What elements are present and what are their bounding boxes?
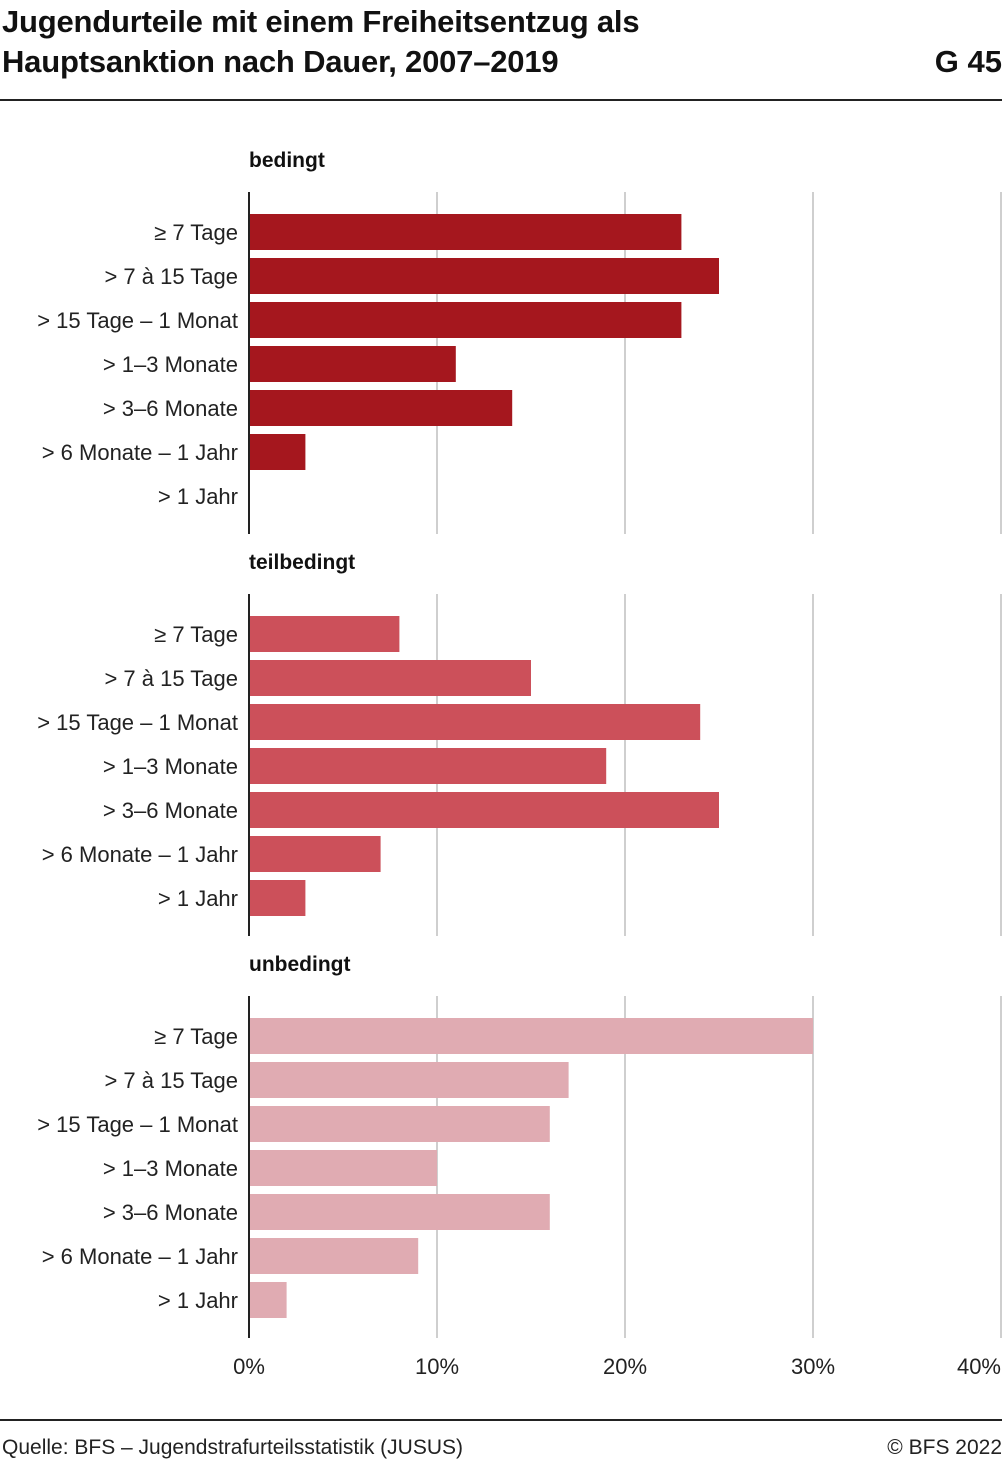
bar-1-5 bbox=[249, 836, 381, 872]
copyright-note: © BFS 2022 bbox=[887, 1436, 1002, 1459]
bar-0-0 bbox=[249, 214, 682, 250]
chart-title-line2: Hauptsanktion nach Dauer, 2007–2019 bbox=[2, 44, 559, 79]
bar-1-6 bbox=[249, 880, 306, 916]
chart-title: Jugendurteile mit einem Freiheitsentzug … bbox=[2, 2, 902, 82]
bar-2-3 bbox=[249, 1150, 437, 1186]
category-label: > 1–3 Monate bbox=[103, 352, 238, 377]
category-label: > 3–6 Monate bbox=[103, 798, 238, 823]
category-label: ≥ 7 Tage bbox=[154, 1024, 238, 1049]
bar-2-2 bbox=[249, 1106, 550, 1142]
category-label: ≥ 7 Tage bbox=[154, 622, 238, 647]
bar-2-1 bbox=[249, 1062, 569, 1098]
source-note: Quelle: BFS – Jugendstrafurteilsstatisti… bbox=[2, 1436, 463, 1459]
top-rule bbox=[0, 99, 1002, 101]
category-label: > 1–3 Monate bbox=[103, 754, 238, 779]
category-label: > 1 Jahr bbox=[158, 484, 238, 509]
category-label: > 1 Jahr bbox=[158, 886, 238, 911]
x-tick-label: 40% bbox=[957, 1354, 1001, 1379]
bar-0-3 bbox=[249, 346, 456, 382]
bar-1-3 bbox=[249, 748, 607, 784]
x-tick-label: 30% bbox=[791, 1354, 835, 1379]
panel-title-0: bedingt bbox=[249, 149, 325, 172]
category-label: ≥ 7 Tage bbox=[154, 220, 238, 245]
panel-title-1: teilbedingt bbox=[249, 551, 355, 574]
category-label: > 1–3 Monate bbox=[103, 1156, 238, 1181]
category-label: > 6 Monate – 1 Jahr bbox=[42, 842, 238, 867]
bar-0-5 bbox=[249, 434, 306, 470]
category-label: > 3–6 Monate bbox=[103, 396, 238, 421]
bar-0-1 bbox=[249, 258, 719, 294]
bar-1-1 bbox=[249, 660, 531, 696]
x-tick-label: 0% bbox=[233, 1354, 265, 1379]
bar-2-4 bbox=[249, 1194, 550, 1230]
chart-title-line1: Jugendurteile mit einem Freiheitsentzug … bbox=[2, 4, 640, 39]
category-label: > 1 Jahr bbox=[158, 1288, 238, 1313]
category-label: > 15 Tage – 1 Monat bbox=[37, 710, 238, 735]
bar-0-2 bbox=[249, 302, 682, 338]
bar-1-2 bbox=[249, 704, 701, 740]
bar-1-0 bbox=[249, 616, 400, 652]
panel-title-2: unbedingt bbox=[249, 953, 350, 976]
category-label: > 15 Tage – 1 Monat bbox=[37, 308, 238, 333]
bar-2-0 bbox=[249, 1018, 813, 1054]
category-label: > 7 à 15 Tage bbox=[104, 666, 238, 691]
bar-2-5 bbox=[249, 1238, 419, 1274]
bar-0-4 bbox=[249, 390, 513, 426]
bottom-rule bbox=[0, 1419, 1002, 1421]
category-label: > 6 Monate – 1 Jahr bbox=[42, 1244, 238, 1269]
category-label: > 7 à 15 Tage bbox=[104, 264, 238, 289]
bar-1-4 bbox=[249, 792, 719, 828]
x-tick-label: 10% bbox=[415, 1354, 459, 1379]
category-label: > 6 Monate – 1 Jahr bbox=[42, 440, 238, 465]
category-label: > 3–6 Monate bbox=[103, 1200, 238, 1225]
category-label: > 15 Tage – 1 Monat bbox=[37, 1112, 238, 1137]
category-label: > 7 à 15 Tage bbox=[104, 1068, 238, 1093]
bar-2-6 bbox=[249, 1282, 287, 1318]
x-tick-label: 20% bbox=[603, 1354, 647, 1379]
figure-number: G 45 bbox=[934, 44, 1002, 79]
